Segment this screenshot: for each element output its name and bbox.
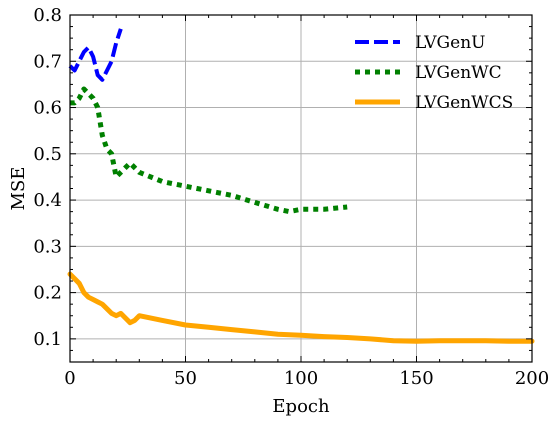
x-tick-label: 0 bbox=[64, 368, 75, 389]
y-tick-label: 0.8 bbox=[33, 5, 62, 26]
series-line-lvgenwc bbox=[70, 86, 348, 215]
y-axis-label: MSE bbox=[8, 167, 29, 211]
axis-ticks bbox=[69, 14, 533, 362]
legend-label-lvgenu: LVGenU bbox=[415, 33, 485, 53]
series-line-lvgenwcs bbox=[67, 271, 535, 344]
series-line-lvgenu bbox=[68, 28, 123, 82]
y-tick-label: 0.6 bbox=[33, 98, 62, 119]
tick-labels: 0 50 100 150 200 0.1 0.2 0.3 0.4 0.5 0.6 0.7 0.8 bbox=[33, 5, 549, 389]
legend-label-lvgenwcs: LVGenWCS bbox=[415, 93, 513, 113]
x-tick-label: 150 bbox=[399, 368, 433, 389]
y-tick-label: 0.7 bbox=[33, 51, 62, 72]
y-tick-label: 0.1 bbox=[33, 329, 62, 350]
x-tick-label: 50 bbox=[174, 368, 197, 389]
legend: LVGenU LVGenWC LVGenWCS bbox=[355, 33, 513, 113]
y-tick-label: 0.3 bbox=[33, 236, 62, 257]
legend-label-lvgenwc: LVGenWC bbox=[415, 63, 502, 83]
y-tick-label: 0.4 bbox=[33, 190, 62, 211]
y-tick-label: 0.5 bbox=[33, 144, 62, 165]
series-lines bbox=[67, 28, 535, 344]
x-tick-label: 100 bbox=[284, 368, 318, 389]
x-tick-label: 200 bbox=[515, 368, 549, 389]
x-axis-label: Epoch bbox=[272, 396, 330, 417]
y-tick-label: 0.2 bbox=[33, 283, 62, 304]
grid-lines bbox=[70, 15, 532, 362]
